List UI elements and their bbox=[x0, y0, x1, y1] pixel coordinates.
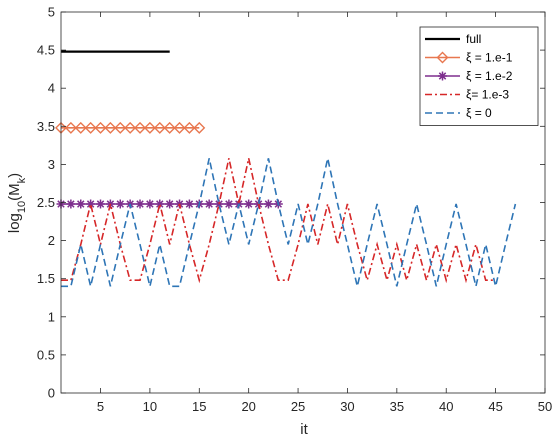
series-5 bbox=[61, 158, 517, 288]
data-point-marker bbox=[214, 199, 224, 209]
y-axis-title-mid: (M bbox=[6, 183, 23, 201]
x-tick-label: 5 bbox=[97, 399, 104, 414]
y-tick-label: 3.5 bbox=[37, 119, 55, 134]
data-point-marker bbox=[173, 121, 186, 134]
legend-label: ξ= 1.e-3 bbox=[466, 88, 509, 102]
y-tick-label: 5 bbox=[48, 5, 55, 20]
y-axis-title-main: log bbox=[6, 213, 23, 233]
data-point-marker bbox=[204, 199, 214, 209]
legend-item: ξ = 1.e-2 bbox=[425, 69, 513, 83]
legend-label: ξ = 1.e-1 bbox=[466, 51, 513, 65]
series-line bbox=[61, 158, 517, 288]
data-point-marker bbox=[124, 121, 137, 134]
y-axis-title-sub1: 10 bbox=[16, 201, 28, 213]
legend-swatch-marker bbox=[436, 51, 449, 64]
data-point-marker bbox=[76, 199, 86, 209]
data-point-marker bbox=[183, 121, 196, 134]
legend-label: full bbox=[466, 32, 481, 46]
x-tick-label: 50 bbox=[538, 399, 552, 414]
x-tick-label: 40 bbox=[439, 399, 453, 414]
legend-item: ξ= 1.e-3 bbox=[425, 88, 509, 102]
data-point-marker bbox=[66, 199, 76, 209]
plot-area: 5 10 15 20 25 30 35 40 45 50 0 0.5 1 1.5 2 2.5 3 3.5 4 4.5 5… bbox=[37, 5, 552, 415]
data-point-marker bbox=[86, 199, 96, 209]
data-point-marker bbox=[184, 199, 194, 209]
data-point-marker bbox=[135, 199, 145, 209]
data-point-marker bbox=[115, 199, 125, 209]
data-point-marker bbox=[64, 121, 77, 134]
y-axis-title-sub2: k bbox=[16, 177, 28, 183]
y-tick-label: 2.5 bbox=[37, 195, 55, 210]
y-tick-label: 1 bbox=[48, 309, 55, 324]
x-tick-label: 15 bbox=[192, 399, 206, 414]
data-point-marker bbox=[104, 121, 117, 134]
data-point-marker bbox=[96, 199, 106, 209]
legend-item: ξ = 1.e-1 bbox=[425, 51, 513, 65]
data-point-marker bbox=[224, 199, 234, 209]
x-tick-label: 45 bbox=[488, 399, 502, 414]
data-point-marker bbox=[163, 121, 176, 134]
y-tick-label: 2 bbox=[48, 233, 55, 248]
legend-item: full bbox=[425, 32, 481, 46]
legend: full ξ = 1.e-1 ξ = 1.e-2 ξ= 1.e-3 ξ = 0 bbox=[419, 26, 539, 126]
data-point-marker bbox=[153, 121, 166, 134]
x-tick-label: 25 bbox=[291, 399, 305, 414]
data-point-marker bbox=[134, 121, 147, 134]
y-tick-label: 1.5 bbox=[37, 271, 55, 286]
y-tick-label: 3 bbox=[48, 157, 55, 172]
x-tick-label: 30 bbox=[340, 399, 354, 414]
data-point-marker bbox=[155, 199, 165, 209]
data-point-marker bbox=[145, 199, 155, 209]
series-2 bbox=[55, 121, 206, 134]
x-axis-title: it bbox=[300, 421, 308, 438]
data-point-marker bbox=[114, 121, 127, 134]
y-tick-label: 0.5 bbox=[37, 347, 55, 362]
legend-label: ξ = 0 bbox=[466, 106, 492, 120]
x-tick-label: 35 bbox=[390, 399, 404, 414]
x-tick-label: 10 bbox=[143, 399, 157, 414]
data-point-marker bbox=[84, 121, 97, 134]
data-point-marker bbox=[143, 121, 156, 134]
legend-label: ξ = 1.e-2 bbox=[466, 69, 513, 83]
y-axis-title: log10(Mk) bbox=[6, 173, 28, 233]
data-point-marker bbox=[94, 121, 107, 134]
y-tick-label: 4 bbox=[48, 81, 55, 96]
x-tick-label: 20 bbox=[241, 399, 255, 414]
data-point-marker bbox=[193, 121, 206, 134]
y-tick-label: 4.5 bbox=[37, 43, 55, 58]
y-axis-title-end: ) bbox=[6, 173, 23, 178]
data-point-marker bbox=[263, 199, 273, 209]
legend-swatch-marker bbox=[438, 71, 447, 81]
data-point-marker bbox=[165, 199, 175, 209]
series-line bbox=[61, 158, 496, 284]
data-point-marker bbox=[244, 199, 254, 209]
y-tick-label: 0 bbox=[48, 386, 55, 401]
legend-item: ξ = 0 bbox=[425, 106, 492, 120]
data-point-marker bbox=[74, 121, 87, 134]
series-4 bbox=[61, 158, 496, 284]
